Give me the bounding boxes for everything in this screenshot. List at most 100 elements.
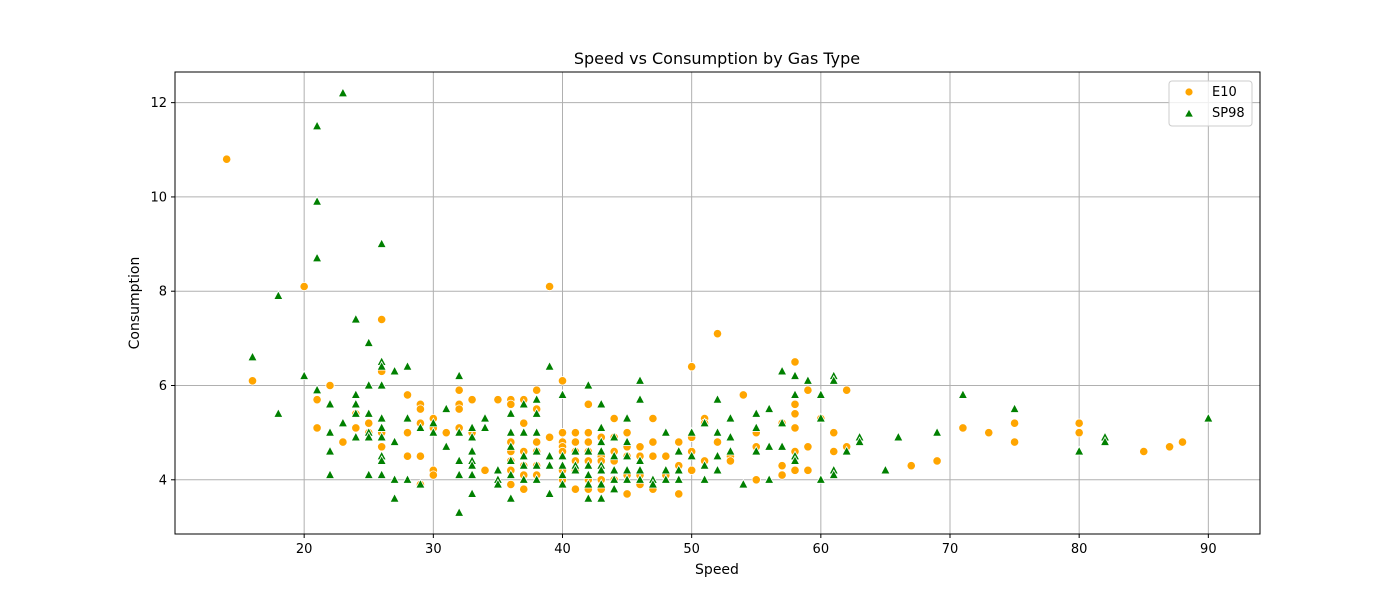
data-point-sp98 — [273, 290, 284, 300]
data-point-e10 — [441, 428, 451, 438]
data-point-sp98 — [673, 473, 684, 484]
data-point-sp98 — [596, 445, 607, 456]
data-point-e10 — [622, 489, 632, 499]
data-point-sp98 — [518, 450, 529, 461]
data-point-sp98 — [609, 483, 620, 494]
data-point-e10 — [932, 456, 942, 466]
data-point-sp98 — [544, 450, 555, 461]
data-point-sp98 — [596, 436, 607, 446]
data-point-sp98 — [466, 488, 478, 498]
data-point-e10 — [674, 489, 684, 499]
data-point-sp98 — [596, 398, 607, 409]
data-point-e10 — [1009, 418, 1020, 428]
data-point-sp98 — [751, 407, 762, 418]
data-point-e10 — [247, 376, 258, 386]
data-point-sp98 — [609, 464, 620, 475]
data-point-sp98 — [466, 422, 478, 432]
x-tick-label: 90 — [1200, 542, 1217, 557]
data-point-sp98 — [402, 473, 413, 484]
data-point-sp98 — [363, 469, 374, 479]
y-tick-label: 8 — [159, 285, 167, 300]
data-point-e10 — [299, 281, 309, 292]
data-point-sp98 — [454, 455, 465, 465]
data-point-sp98 — [492, 464, 504, 475]
x-tick-label: 40 — [554, 542, 571, 557]
data-point-e10 — [984, 428, 994, 438]
data-point-sp98 — [570, 464, 581, 475]
data-point-sp98 — [621, 436, 633, 446]
data-point-sp98 — [660, 426, 671, 437]
data-point-e10 — [338, 437, 348, 447]
data-point-sp98 — [673, 445, 684, 456]
data-point-sp98 — [505, 469, 516, 479]
data-point-e10 — [519, 484, 529, 494]
data-point-sp98 — [660, 464, 671, 475]
data-point-e10 — [493, 395, 503, 405]
data-point-sp98 — [466, 459, 478, 470]
data-point-sp98 — [466, 469, 478, 479]
data-point-sp98 — [389, 473, 400, 484]
data-point-sp98 — [1074, 445, 1085, 456]
data-point-e10 — [583, 399, 593, 409]
data-point-sp98 — [402, 412, 413, 423]
y-tick-label: 4 — [159, 473, 167, 488]
data-point-e10 — [467, 395, 477, 405]
data-point-sp98 — [712, 426, 723, 437]
data-point-sp98 — [247, 351, 258, 362]
data-point-e10 — [712, 329, 723, 339]
data-point-sp98 — [518, 426, 529, 437]
data-point-e10 — [222, 154, 232, 164]
data-point-e10 — [777, 470, 787, 480]
data-point-sp98 — [311, 252, 323, 263]
x-tick-label: 60 — [813, 542, 830, 557]
data-point-sp98 — [376, 238, 387, 248]
data-point-sp98 — [505, 455, 516, 465]
data-point-sp98 — [634, 473, 646, 484]
data-point-sp98 — [466, 431, 478, 442]
data-point-e10 — [415, 451, 426, 461]
data-points — [222, 87, 1214, 517]
data-point-e10 — [583, 437, 593, 447]
data-point-e10 — [351, 423, 361, 433]
data-point-e10 — [402, 451, 413, 461]
data-point-e10 — [751, 475, 761, 485]
data-point-sp98 — [776, 417, 788, 428]
data-point-sp98 — [634, 455, 646, 465]
data-point-e10 — [570, 428, 581, 438]
data-point-sp98 — [518, 459, 529, 470]
data-point-sp98 — [776, 440, 788, 451]
data-point-sp98 — [828, 469, 839, 479]
data-point-sp98 — [311, 195, 323, 206]
data-point-sp98 — [841, 445, 852, 456]
data-point-sp98 — [505, 407, 516, 418]
data-point-sp98 — [415, 478, 426, 489]
data-point-sp98 — [363, 379, 374, 390]
data-point-e10 — [648, 437, 658, 447]
data-point-sp98 — [518, 473, 529, 484]
data-point-sp98 — [828, 374, 839, 385]
data-point-sp98 — [673, 464, 684, 475]
data-point-e10 — [1164, 442, 1175, 452]
data-point-sp98 — [441, 403, 452, 413]
data-point-sp98 — [363, 431, 374, 442]
data-point-sp98 — [454, 370, 465, 380]
data-point-sp98 — [350, 398, 361, 409]
data-point-e10 — [661, 451, 671, 461]
data-point-sp98 — [350, 431, 361, 442]
data-point-e10 — [570, 484, 581, 494]
data-point-sp98 — [531, 445, 542, 456]
data-point-e10 — [557, 428, 568, 438]
data-point-e10 — [803, 465, 813, 475]
data-point-e10 — [842, 385, 852, 395]
data-point-sp98 — [583, 469, 594, 479]
data-point-sp98 — [311, 384, 323, 395]
data-point-e10 — [415, 404, 426, 414]
legend: E10 SP98 — [1168, 80, 1253, 127]
y-axis-label: Consumption — [127, 257, 143, 350]
data-point-sp98 — [931, 426, 943, 437]
data-point-sp98 — [596, 492, 607, 503]
data-point-sp98 — [751, 445, 762, 456]
data-point-e10 — [454, 404, 464, 414]
data-point-sp98 — [557, 478, 568, 489]
